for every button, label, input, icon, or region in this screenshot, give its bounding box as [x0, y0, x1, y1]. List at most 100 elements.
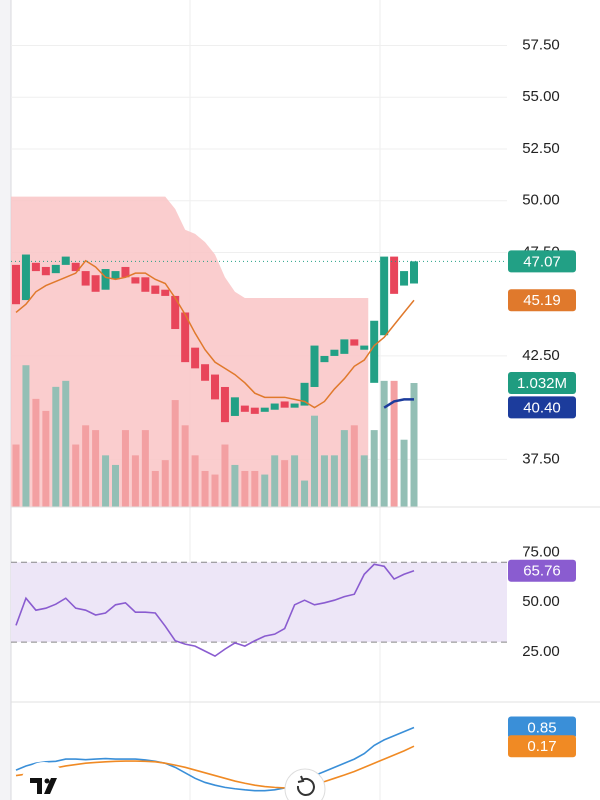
line-value-label: 40.40: [523, 399, 561, 416]
tradingview-logo: [20, 762, 68, 800]
last-price-label: 47.07: [523, 253, 561, 270]
volume-bar: [410, 383, 418, 507]
y-tick-label: 55.00: [522, 88, 560, 105]
volume-bar: [62, 380, 70, 507]
candle-body: [270, 403, 279, 410]
candle-body: [81, 271, 90, 286]
candle-body: [51, 264, 60, 274]
y-tick-label: 50.00: [522, 192, 560, 209]
line-value-label-bg: [508, 289, 576, 312]
volume-bar: [320, 455, 328, 507]
volume-bar: [201, 470, 209, 507]
volume-bar: [370, 430, 378, 507]
refresh-bg[interactable]: [284, 768, 326, 800]
volume-label-bg: [508, 372, 576, 395]
volume-bar: [92, 430, 100, 507]
candle-body: [360, 345, 369, 350]
volume-bar: [211, 474, 219, 507]
last-price-label-bg: [508, 250, 576, 273]
candle-body: [61, 256, 70, 265]
candle-body: [12, 264, 20, 305]
y-tick-label: 75.00: [522, 543, 560, 560]
y-tick-label: 57.50: [522, 36, 560, 53]
logo-dot: [44, 778, 50, 784]
logo-bg: [20, 762, 68, 800]
volume-bar: [42, 410, 50, 507]
candle-body: [161, 289, 170, 296]
y-tick-label: 52.50: [522, 140, 560, 157]
candle-body: [260, 407, 269, 412]
volume-bar: [380, 380, 388, 507]
candle-body: [280, 401, 289, 408]
candle-body: [310, 345, 319, 387]
candle-body: [400, 271, 409, 286]
candle-body: [191, 347, 200, 369]
indicator-line: [383, 398, 414, 409]
candle-body: [181, 312, 190, 363]
volume-bar: [151, 470, 159, 507]
candle-body: [380, 256, 389, 336]
series-line: [15, 745, 415, 789]
candle-body: [101, 269, 110, 290]
volume-bar: [72, 444, 80, 507]
candle-body: [31, 262, 40, 272]
series-value-label: 65.76: [523, 563, 561, 580]
candle-body: [230, 397, 239, 416]
candle-body: [21, 254, 30, 301]
refresh-button[interactable]: [284, 768, 326, 800]
volume-bar: [22, 365, 30, 507]
candle-body: [320, 355, 329, 363]
volume-bar: [32, 398, 40, 507]
volume-bar: [241, 470, 249, 507]
logo-mark: [30, 778, 57, 794]
series-value-label: 0.85: [527, 719, 556, 736]
volume-bar: [261, 474, 269, 507]
candle-body: [220, 386, 229, 423]
y-tick-label: 50.00: [522, 593, 560, 610]
candle-body: [350, 339, 359, 346]
candle-body: [151, 285, 160, 294]
candle-body: [410, 261, 418, 284]
candle-body: [41, 266, 50, 276]
volume-bar: [291, 455, 299, 507]
volume-bar: [141, 430, 149, 507]
candle-body: [71, 262, 80, 272]
volume-bar: [390, 380, 398, 507]
volume-bar: [350, 425, 358, 507]
volume-bar: [400, 439, 408, 507]
candle-body: [211, 374, 219, 400]
volume-bar: [340, 430, 348, 507]
candle-body: [141, 277, 150, 292]
series-value-label-bg: [508, 716, 576, 739]
volume-bar: [161, 460, 169, 507]
candle-body: [171, 295, 180, 330]
volume-bar: [301, 480, 309, 507]
volume-bar: [52, 386, 60, 507]
volume-bar: [311, 415, 318, 507]
refresh-arrow: [297, 775, 305, 783]
candle-body: [121, 266, 130, 278]
line-value-label: 45.19: [523, 292, 561, 309]
candle-body: [340, 339, 349, 354]
candle-body: [240, 405, 249, 412]
series-line: [15, 726, 415, 792]
volume-label: 1.032M: [517, 375, 567, 392]
candle-body: [390, 256, 399, 294]
y-tick-label: 42.50: [522, 347, 560, 364]
volume-bar: [360, 455, 368, 507]
left-edge: [0, 0, 11, 800]
candle-body: [131, 277, 140, 284]
band-area: [11, 196, 369, 507]
series-value-label-bg: [508, 559, 576, 582]
volume-bar: [271, 455, 279, 507]
volume-bar: [102, 455, 110, 507]
volume-bar: [330, 455, 338, 507]
volume-bar: [171, 400, 179, 507]
volume-bar: [231, 464, 239, 507]
series-value-label-bg: [508, 735, 576, 758]
volume-bar: [12, 444, 20, 507]
volume-bar: [112, 464, 119, 507]
candle-body: [91, 275, 100, 292]
series-value-label: 0.17: [527, 738, 556, 755]
